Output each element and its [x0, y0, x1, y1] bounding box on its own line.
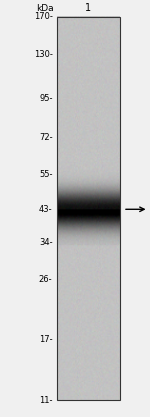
Bar — [57, 17, 120, 400]
Text: 26-: 26- — [39, 275, 52, 284]
Text: 170-: 170- — [34, 12, 52, 21]
Text: 72-: 72- — [39, 133, 52, 141]
Text: 55-: 55- — [39, 170, 52, 179]
Text: 95-: 95- — [39, 94, 52, 103]
Text: 17-: 17- — [39, 335, 52, 344]
Text: 11-: 11- — [39, 396, 52, 405]
Text: kDa: kDa — [36, 3, 54, 13]
Text: 130-: 130- — [34, 50, 52, 59]
Text: 1: 1 — [85, 3, 91, 13]
Text: 43-: 43- — [39, 205, 52, 214]
Text: 34-: 34- — [39, 238, 52, 247]
